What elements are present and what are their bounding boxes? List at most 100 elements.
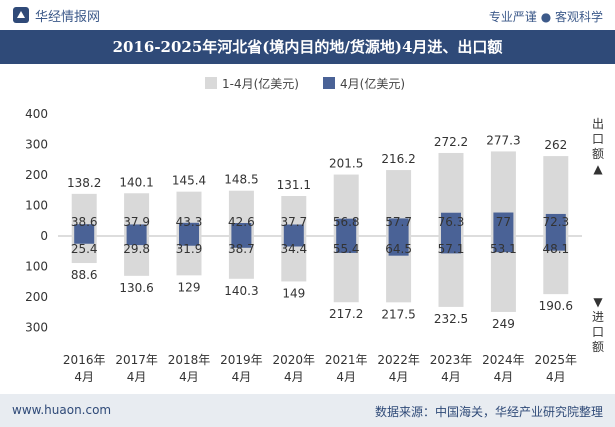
y-tick-label: 400 <box>25 107 48 121</box>
slogan-separator-icon: ● <box>540 10 555 24</box>
label-cumulative-export: 272.2 <box>434 135 468 149</box>
label-month-import: 53.1 <box>490 242 517 256</box>
x-tick-label-year: 2022年 <box>377 353 420 367</box>
label-cumulative-import: 217.2 <box>329 307 363 321</box>
bar-month-export <box>493 212 514 236</box>
label-cumulative-import: 149 <box>282 286 305 300</box>
label-month-export: 37.7 <box>280 215 307 229</box>
x-axis: 2016年 4月 2017年 4月 2018年 4月 2019年 4月 2020年 4月 2021年… <box>63 353 577 384</box>
label-month-import: 25.4 <box>71 242 98 256</box>
label-month-import: 38.7 <box>228 242 255 256</box>
bar-month-export <box>126 224 147 236</box>
label-month-import: 48.1 <box>542 242 569 256</box>
label-month-import: 57.1 <box>438 242 465 256</box>
x-tick-label-year: 2025年 <box>535 353 578 367</box>
x-tick-label-month: 4月 <box>494 370 514 384</box>
bar-month-import <box>493 236 514 253</box>
label-cumulative-export: 138.2 <box>67 176 101 190</box>
y-tick-label: 300 <box>25 138 48 152</box>
x-tick-label-year: 2019年 <box>220 353 263 367</box>
bar-month-import <box>441 236 461 254</box>
bars <box>71 151 569 312</box>
label-month-export: 42.6 <box>228 215 255 229</box>
x-tick-label-year: 2017年 <box>115 353 158 367</box>
label-cumulative-export: 131.1 <box>277 178 311 192</box>
label-month-export: 77 <box>496 215 511 229</box>
label-month-import: 31.9 <box>176 242 203 256</box>
x-tick-label-month: 4月 <box>336 370 356 384</box>
footer-url[interactable]: www.huaon.com <box>12 403 112 417</box>
y-tick-label: 300 <box>25 321 48 335</box>
x-tick-label-month: 4月 <box>546 370 566 384</box>
side-labels: 出口额▲▼进口额 <box>592 117 604 354</box>
bar-month-import <box>336 236 357 253</box>
label-month-import: 55.4 <box>333 242 360 256</box>
y-tick-label: 100 <box>25 260 48 274</box>
footer: www.huaon.com 数据来源：中国海关，华经产业研究院整理 <box>0 394 615 427</box>
x-tick-label-month: 4月 <box>441 370 461 384</box>
bar-month-import <box>231 236 252 248</box>
bar-month-export <box>336 218 357 236</box>
import-side-label: 进 <box>592 310 604 324</box>
legend-label-1: 1-4月(亿美元) <box>222 76 299 91</box>
export-side-label: ▲ <box>593 162 603 176</box>
label-month-export: 57.7 <box>385 215 412 229</box>
import-side-label: 口 <box>592 325 604 339</box>
bar-month-export <box>388 218 409 236</box>
label-cumulative-export: 216.2 <box>381 152 415 166</box>
export-side-label: 出 <box>592 117 604 131</box>
bar-month-import <box>545 236 566 251</box>
bar-month-import <box>126 236 147 246</box>
label-cumulative-import: 249 <box>492 317 515 331</box>
chart-title: 2016-2025年河北省(境内目的地/货源地)4月进、出口额 <box>112 38 503 56</box>
chart: 1-4月(亿美元) 4月(亿美元) 4003002001000100200300 … <box>25 76 604 384</box>
label-month-import: 64.5 <box>385 242 412 256</box>
bar-month-export <box>179 222 199 236</box>
bar-month-export <box>441 212 461 236</box>
x-tick-label-month: 4月 <box>284 370 304 384</box>
y-tick-label: 200 <box>25 168 48 182</box>
x-tick-label-year: 2023年 <box>430 353 473 367</box>
label-cumulative-import: 129 <box>178 280 201 294</box>
bar-month-export <box>545 213 566 236</box>
label-cumulative-import: 140.3 <box>224 284 258 298</box>
top-bar: 华经情报网 专业严谨 ● 客观科学 <box>0 0 615 30</box>
bar-month-export <box>231 223 252 236</box>
brand-logo-icon <box>13 7 29 23</box>
import-side-label: ▼ <box>593 295 603 309</box>
footer-source: 数据来源：中国海关，华经产业研究院整理 <box>374 405 603 419</box>
x-tick-label-month: 4月 <box>127 370 147 384</box>
label-month-import: 34.4 <box>280 242 307 256</box>
bar-month-import <box>179 236 199 246</box>
y-tick-label: 200 <box>25 290 48 304</box>
label-month-export: 56.8 <box>333 215 360 229</box>
y-tick-label: 0 <box>40 229 48 243</box>
legend: 1-4月(亿美元) 4月(亿美元) <box>205 76 405 91</box>
label-month-export: 37.9 <box>123 215 150 229</box>
brand[interactable]: 华经情报网 <box>12 6 101 25</box>
label-cumulative-export: 145.4 <box>172 174 206 188</box>
label-cumulative-import: 190.6 <box>539 299 573 313</box>
x-tick-label-month: 4月 <box>389 370 409 384</box>
bar-month-export <box>74 224 95 236</box>
label-month-export: 43.3 <box>176 215 203 229</box>
label-month-import: 29.8 <box>123 242 150 256</box>
x-tick-label-month: 4月 <box>74 370 94 384</box>
x-tick-label-year: 2021年 <box>325 353 368 367</box>
import-side-label: 额 <box>592 340 604 354</box>
y-tick-label: 100 <box>25 199 48 213</box>
bar-month-import <box>388 236 409 256</box>
label-cumulative-export: 148.5 <box>224 173 258 187</box>
legend-swatch-1 <box>205 77 217 89</box>
bar-month-import <box>74 236 95 244</box>
brand-name: 华经情报网 <box>35 9 101 25</box>
x-tick-label-month: 4月 <box>179 370 199 384</box>
label-cumulative-import: 217.5 <box>381 307 415 321</box>
slogan: 专业严谨 ● 客观科学 <box>489 8 603 25</box>
label-month-export: 38.6 <box>71 215 98 229</box>
legend-label-2: 4月(亿美元) <box>340 76 405 91</box>
label-cumulative-export: 140.1 <box>119 175 153 189</box>
slogan-left: 专业严谨 <box>488 10 537 24</box>
bar-month-import <box>283 236 304 247</box>
